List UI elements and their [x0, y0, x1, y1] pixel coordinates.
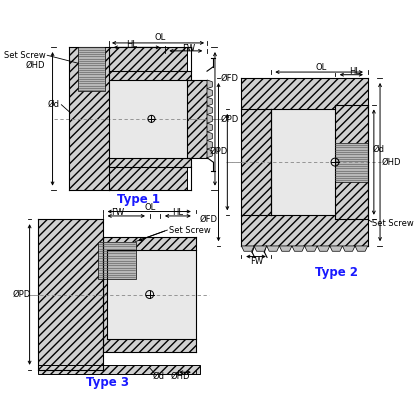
Polygon shape [292, 246, 305, 251]
Text: ØHD: ØHD [171, 372, 190, 381]
Polygon shape [187, 80, 207, 158]
Polygon shape [335, 143, 368, 181]
Polygon shape [109, 80, 187, 158]
Polygon shape [109, 158, 191, 166]
Polygon shape [330, 246, 342, 251]
Polygon shape [267, 246, 279, 251]
Text: Set Screw: Set Screw [169, 225, 211, 235]
Polygon shape [241, 246, 254, 251]
Polygon shape [207, 123, 212, 132]
Polygon shape [103, 237, 196, 352]
Text: Ød: Ød [153, 372, 164, 381]
Polygon shape [38, 365, 200, 374]
Text: ØHD: ØHD [382, 158, 401, 166]
Polygon shape [241, 78, 368, 246]
Polygon shape [38, 220, 103, 369]
Polygon shape [69, 47, 109, 191]
Polygon shape [207, 80, 212, 89]
Text: ØPD: ØPD [220, 114, 238, 123]
Polygon shape [99, 242, 136, 279]
Polygon shape [109, 47, 187, 71]
Text: Ød: Ød [372, 145, 384, 154]
Polygon shape [109, 166, 187, 191]
Polygon shape [279, 246, 292, 251]
Polygon shape [355, 246, 368, 251]
Text: Ød: Ød [47, 100, 59, 109]
Text: HL: HL [172, 208, 183, 217]
Polygon shape [254, 246, 267, 251]
Polygon shape [207, 89, 212, 97]
Polygon shape [317, 246, 330, 251]
Polygon shape [207, 106, 212, 114]
Polygon shape [335, 105, 368, 220]
Polygon shape [109, 71, 191, 80]
Text: FW: FW [250, 258, 263, 266]
Polygon shape [207, 149, 212, 158]
Polygon shape [78, 47, 105, 92]
Polygon shape [305, 246, 317, 251]
Text: ØHD: ØHD [26, 60, 45, 69]
Text: OL: OL [155, 33, 166, 42]
Polygon shape [107, 250, 196, 339]
Text: FW: FW [111, 208, 124, 217]
Polygon shape [342, 246, 355, 251]
Polygon shape [207, 141, 212, 149]
Text: OL: OL [144, 203, 155, 212]
Text: ØFD: ØFD [220, 74, 238, 83]
Text: HL: HL [126, 40, 138, 49]
Polygon shape [207, 97, 212, 106]
Polygon shape [270, 109, 335, 215]
Text: Set Screw: Set Screw [4, 51, 45, 60]
Text: ØPD: ØPD [12, 290, 30, 299]
Text: Type 2: Type 2 [315, 266, 358, 279]
Text: ØFD: ØFD [200, 215, 218, 224]
Text: Type 1: Type 1 [116, 193, 160, 206]
Text: ØPD: ØPD [210, 147, 228, 156]
Polygon shape [207, 114, 212, 123]
Text: Set Screw: Set Screw [372, 219, 414, 228]
Polygon shape [207, 132, 212, 141]
Text: HL: HL [349, 67, 360, 76]
Polygon shape [241, 109, 270, 215]
Text: FW: FW [182, 44, 195, 53]
Text: OL: OL [315, 63, 327, 72]
Text: Type 3: Type 3 [86, 376, 129, 389]
